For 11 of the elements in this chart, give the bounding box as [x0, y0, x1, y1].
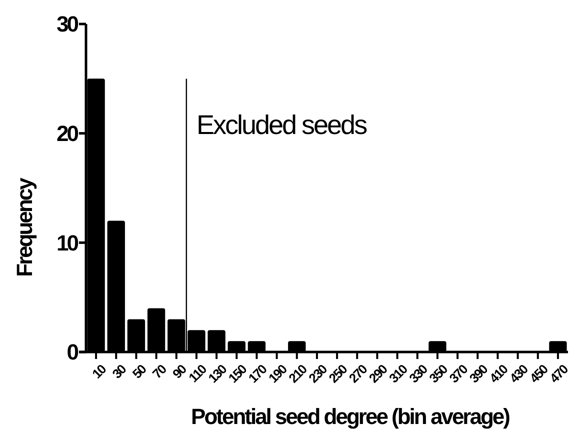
y-tick-label: 10 — [56, 230, 79, 256]
y-axis-title: Frequency — [12, 176, 37, 277]
x-tick-label: 30 — [109, 361, 130, 382]
y-tick-label: 0 — [66, 340, 79, 365]
x-tick-label: 50 — [129, 361, 150, 382]
annotation: Excluded seeds — [196, 110, 368, 140]
y-tick-label: 30 — [56, 12, 79, 37]
x-tick-label: 70 — [149, 361, 170, 382]
x-tick-label: 10 — [89, 361, 110, 382]
x-axis-title: Potential seed degree (bin average) — [191, 404, 510, 429]
y-tick-label: 20 — [56, 121, 79, 146]
